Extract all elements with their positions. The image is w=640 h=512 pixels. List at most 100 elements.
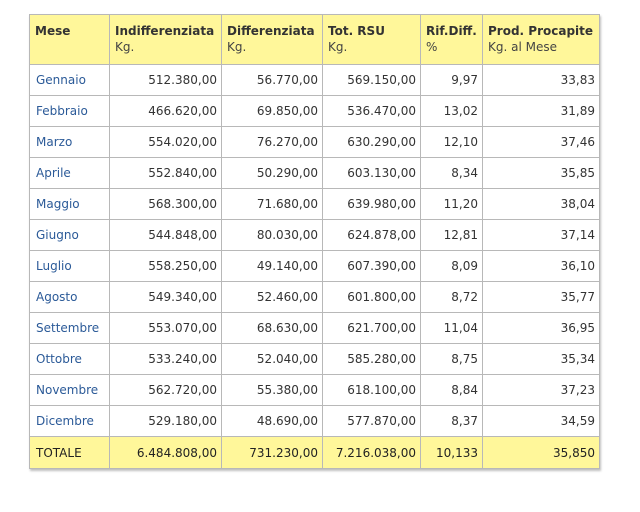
table-header: Mese Indifferenziata Kg. Differenziata K… — [29, 14, 600, 65]
differenziata-cell: 49.140,00 — [221, 250, 323, 282]
header-title: Prod. Procapite — [488, 24, 594, 38]
tot-rsu-cell: 536.470,00 — [322, 95, 421, 127]
table-row: Aprile 552.840,00 50.290,00 603.130,00 8… — [29, 157, 600, 189]
rif-diff-cell: 8,34 — [420, 157, 483, 189]
procapite-cell: 34,59 — [482, 405, 600, 437]
month-link[interactable]: Novembre — [29, 374, 110, 406]
differenziata-cell: 55.380,00 — [221, 374, 323, 406]
table-row: Giugno 544.848,00 80.030,00 624.878,00 1… — [29, 219, 600, 251]
total-differenziata: 731.230,00 — [221, 436, 323, 469]
header-title: Mese — [35, 24, 71, 38]
month-link[interactable]: Luglio — [29, 250, 110, 282]
header-title: Differenziata — [227, 24, 315, 38]
month-link[interactable]: Maggio — [29, 188, 110, 220]
totale-label: TOTALE — [29, 436, 110, 469]
header-unit: Kg. — [227, 40, 247, 54]
tot-rsu-cell: 618.100,00 — [322, 374, 421, 406]
header-differenziata: Differenziata Kg. — [221, 14, 323, 65]
rif-diff-cell: 8,09 — [420, 250, 483, 282]
indifferenziata-cell: 549.340,00 — [109, 281, 222, 313]
rif-diff-cell: 11,20 — [420, 188, 483, 220]
procapite-cell: 35,77 — [482, 281, 600, 313]
tot-rsu-cell: 607.390,00 — [322, 250, 421, 282]
differenziata-cell: 56.770,00 — [221, 64, 323, 96]
rif-diff-cell: 8,37 — [420, 405, 483, 437]
table-row: Febbraio 466.620,00 69.850,00 536.470,00… — [29, 95, 600, 127]
waste-table: Mese Indifferenziata Kg. Differenziata K… — [29, 14, 600, 469]
table-row: Ottobre 533.240,00 52.040,00 585.280,00 … — [29, 343, 600, 375]
indifferenziata-cell: 466.620,00 — [109, 95, 222, 127]
month-link[interactable]: Settembre — [29, 312, 110, 344]
table-row: Novembre 562.720,00 55.380,00 618.100,00… — [29, 374, 600, 406]
indifferenziata-cell: 568.300,00 — [109, 188, 222, 220]
table-row: Settembre 553.070,00 68.630,00 621.700,0… — [29, 312, 600, 344]
rif-diff-cell: 12,10 — [420, 126, 483, 158]
rif-diff-cell: 12,81 — [420, 219, 483, 251]
indifferenziata-cell: 554.020,00 — [109, 126, 222, 158]
table-row: Gennaio 512.380,00 56.770,00 569.150,00 … — [29, 64, 600, 96]
month-link[interactable]: Aprile — [29, 157, 110, 189]
header-rif-diff: Rif.Diff. % — [420, 14, 483, 65]
procapite-cell: 33,83 — [482, 64, 600, 96]
header-prod-procapite: Prod. Procapite Kg. al Mese — [482, 14, 600, 65]
rif-diff-cell: 8,84 — [420, 374, 483, 406]
month-link[interactable]: Febbraio — [29, 95, 110, 127]
procapite-cell: 36,95 — [482, 312, 600, 344]
procapite-cell: 37,23 — [482, 374, 600, 406]
tot-rsu-cell: 624.878,00 — [322, 219, 421, 251]
header-row: Mese Indifferenziata Kg. Differenziata K… — [29, 14, 600, 65]
differenziata-cell: 69.850,00 — [221, 95, 323, 127]
tot-rsu-cell: 569.150,00 — [322, 64, 421, 96]
month-link[interactable]: Ottobre — [29, 343, 110, 375]
tot-rsu-cell: 639.980,00 — [322, 188, 421, 220]
header-unit: % — [426, 40, 438, 54]
rif-diff-cell: 8,72 — [420, 281, 483, 313]
month-link[interactable]: Marzo — [29, 126, 110, 158]
month-link[interactable]: Agosto — [29, 281, 110, 313]
header-title: Rif.Diff. — [426, 24, 477, 38]
rif-diff-cell: 11,04 — [420, 312, 483, 344]
indifferenziata-cell: 562.720,00 — [109, 374, 222, 406]
month-link[interactable]: Giugno — [29, 219, 110, 251]
table-body: Gennaio 512.380,00 56.770,00 569.150,00 … — [29, 64, 600, 437]
tot-rsu-cell: 601.800,00 — [322, 281, 421, 313]
total-rif-diff: 10,133 — [420, 436, 483, 469]
differenziata-cell: 48.690,00 — [221, 405, 323, 437]
waste-report-container: Mese Indifferenziata Kg. Differenziata K… — [29, 14, 600, 469]
indifferenziata-cell: 512.380,00 — [109, 64, 222, 96]
differenziata-cell: 68.630,00 — [221, 312, 323, 344]
procapite-cell: 35,34 — [482, 343, 600, 375]
procapite-cell: 37,46 — [482, 126, 600, 158]
tot-rsu-cell: 585.280,00 — [322, 343, 421, 375]
header-mese: Mese — [29, 14, 110, 65]
tot-rsu-cell: 621.700,00 — [322, 312, 421, 344]
indifferenziata-cell: 552.840,00 — [109, 157, 222, 189]
month-link[interactable]: Dicembre — [29, 405, 110, 437]
month-link[interactable]: Gennaio — [29, 64, 110, 96]
procapite-cell: 38,04 — [482, 188, 600, 220]
differenziata-cell: 71.680,00 — [221, 188, 323, 220]
header-title: Indifferenziata — [115, 24, 215, 38]
procapite-cell: 37,14 — [482, 219, 600, 251]
indifferenziata-cell: 558.250,00 — [109, 250, 222, 282]
table-row: Dicembre 529.180,00 48.690,00 577.870,00… — [29, 405, 600, 437]
header-tot-rsu: Tot. RSU Kg. — [322, 14, 421, 65]
header-unit: Kg. — [115, 40, 135, 54]
differenziata-cell: 80.030,00 — [221, 219, 323, 251]
total-procapite: 35,850 — [482, 436, 600, 469]
procapite-cell: 35,85 — [482, 157, 600, 189]
rif-diff-cell: 9,97 — [420, 64, 483, 96]
rif-diff-cell: 13,02 — [420, 95, 483, 127]
indifferenziata-cell: 533.240,00 — [109, 343, 222, 375]
differenziata-cell: 76.270,00 — [221, 126, 323, 158]
tot-rsu-cell: 577.870,00 — [322, 405, 421, 437]
indifferenziata-cell: 544.848,00 — [109, 219, 222, 251]
table-row: Agosto 549.340,00 52.460,00 601.800,00 8… — [29, 281, 600, 313]
rif-diff-cell: 8,75 — [420, 343, 483, 375]
differenziata-cell: 52.460,00 — [221, 281, 323, 313]
header-unit: Kg. al Mese — [488, 40, 557, 54]
header-title: Tot. RSU — [328, 24, 385, 38]
table-row: Luglio 558.250,00 49.140,00 607.390,00 8… — [29, 250, 600, 282]
procapite-cell: 36,10 — [482, 250, 600, 282]
procapite-cell: 31,89 — [482, 95, 600, 127]
